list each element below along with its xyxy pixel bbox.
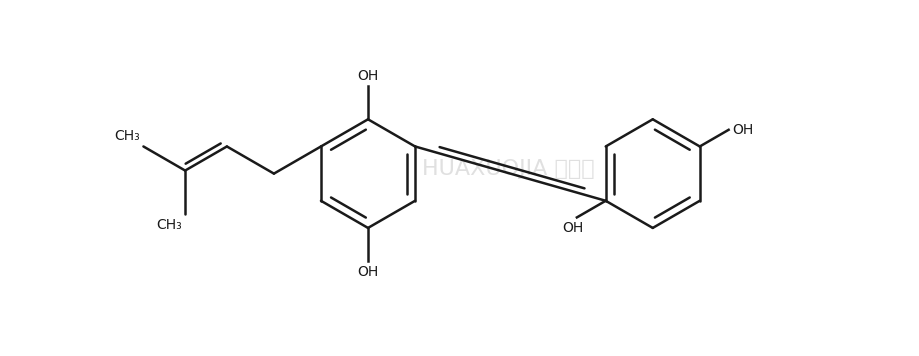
Text: CH₃: CH₃ (155, 218, 181, 232)
Text: CH₃: CH₃ (114, 129, 140, 143)
Text: OH: OH (357, 265, 379, 279)
Text: OH: OH (562, 221, 584, 235)
Text: HUAXUOJIA 化学加: HUAXUOJIA 化学加 (422, 159, 594, 179)
Text: OH: OH (357, 68, 379, 83)
Text: OH: OH (732, 123, 753, 137)
